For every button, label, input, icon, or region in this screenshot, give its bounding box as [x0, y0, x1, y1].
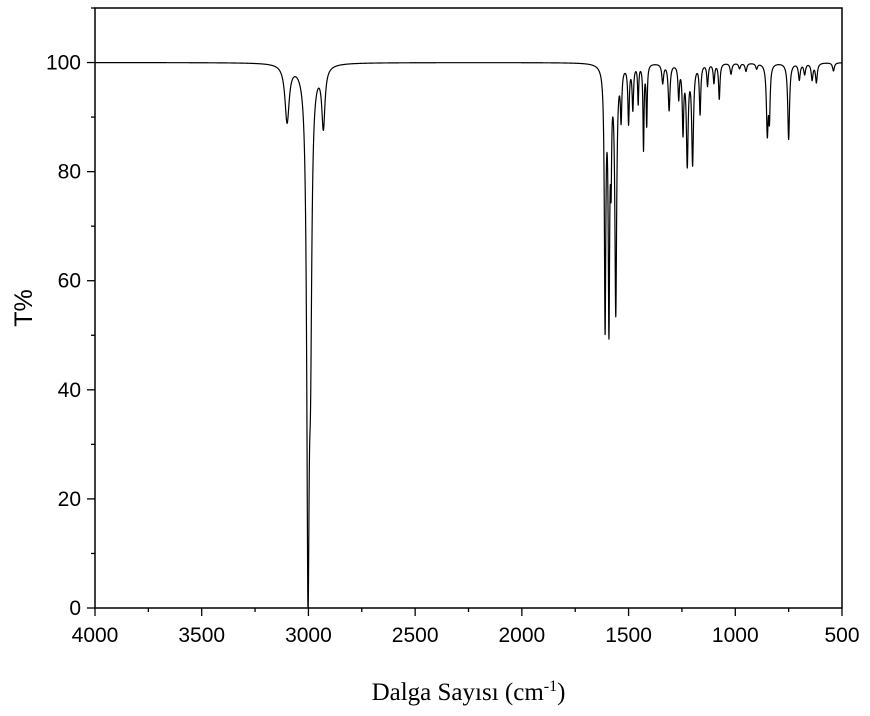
plot-frame [94, 7, 843, 609]
x-tick-label: 1500 [605, 624, 652, 647]
spectrum-line [94, 62, 843, 609]
y-tick-label: 0 [69, 597, 81, 620]
y-tick-label: 60 [58, 270, 81, 293]
x-tick-label: 500 [824, 624, 859, 647]
x-tick-label: 1000 [712, 624, 759, 647]
y-tick-label: 100 [46, 52, 81, 75]
x-tick-label: 4000 [72, 624, 119, 647]
y-tick-label: 80 [58, 161, 81, 184]
tick-labels: 4000 3500 3000 2500 2000 1500 1000 500 0 20 40 60 80… [46, 52, 860, 647]
x-tick-label: 2000 [498, 624, 545, 647]
x-axis-label-main: Dalga Sayısı (cm [372, 679, 545, 706]
x-axis-label: Dalga Sayısı (cm-1) [372, 678, 566, 706]
x-axis-label-superscript: -1 [544, 678, 557, 695]
y-tick-label: 40 [58, 379, 81, 402]
x-tick-label: 2500 [392, 624, 439, 647]
x-tick-label: 3000 [285, 624, 332, 647]
y-axis-label: T% [10, 289, 38, 327]
x-tick-label: 3500 [178, 624, 225, 647]
y-tick-label: 20 [58, 488, 81, 511]
x-axis-label-close: ) [557, 679, 565, 706]
axis-ticks [87, 7, 843, 616]
